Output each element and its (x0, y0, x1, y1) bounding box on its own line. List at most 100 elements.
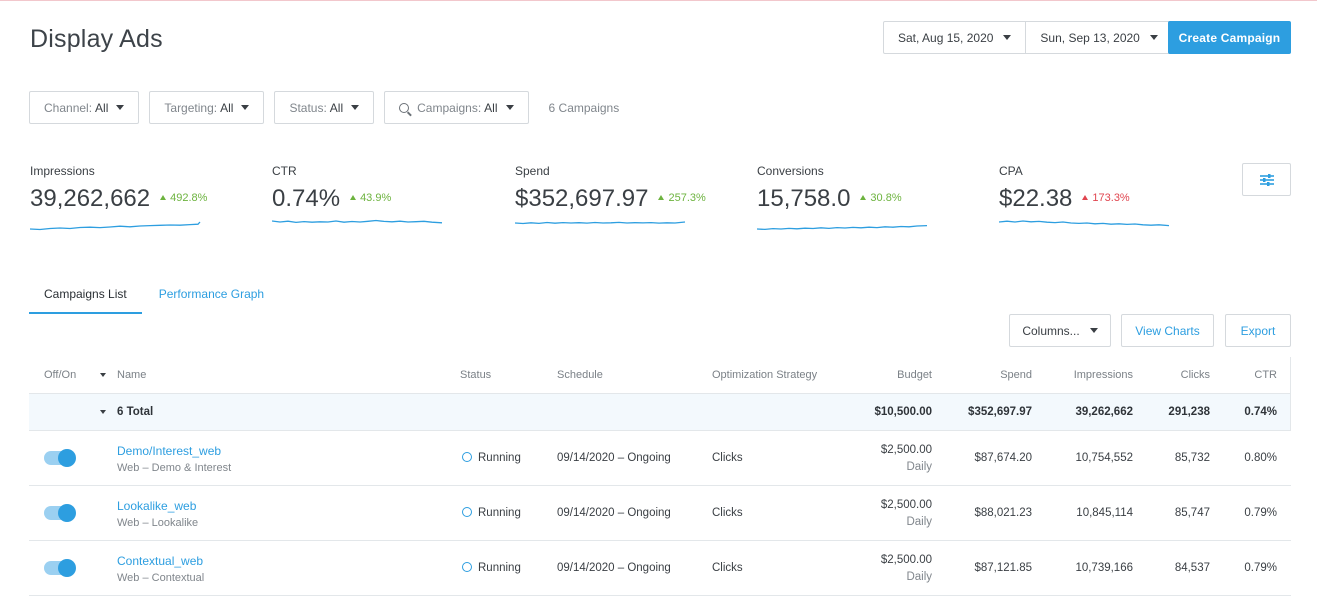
caret-down-icon (351, 105, 360, 110)
header-strategy[interactable]: Optimization Strategy (712, 369, 818, 381)
metric-label: Spend (515, 164, 550, 178)
total-clicks: 291,238 (1168, 406, 1210, 418)
table-divider (1290, 357, 1291, 393)
schedule-cell: 09/14/2020 – Ongoing (557, 452, 671, 464)
metric-impressions: Impressions 39,262,662 492.8% (30, 164, 230, 233)
targeting-filter[interactable]: Targeting: All (149, 91, 265, 124)
metric-value: $352,697.97 (515, 185, 649, 212)
status-label: Running (478, 562, 521, 574)
campaign-toggle[interactable] (44, 449, 76, 467)
export-button[interactable]: Export (1225, 314, 1291, 347)
spend-cell: $88,021.23 (974, 507, 1032, 519)
ctr-cell: 0.80% (1244, 452, 1277, 464)
page-title: Display Ads (30, 25, 163, 53)
metric-value: $22.38 (999, 185, 1073, 212)
create-campaign-button[interactable]: Create Campaign (1168, 21, 1291, 54)
sparkline-chart (999, 220, 1170, 227)
targeting-filter-value: All (220, 100, 234, 115)
header-status[interactable]: Status (460, 369, 492, 381)
targeting-filter-label: Targeting: (164, 100, 218, 115)
metric-delta: 492.8% (160, 192, 207, 204)
columns-dropdown[interactable]: Columns... (1009, 314, 1111, 347)
header-offon[interactable]: Off/On (44, 369, 77, 381)
budget-amount: $2,500.00 (880, 499, 932, 511)
header-name[interactable]: Name (117, 369, 147, 381)
header-ctr[interactable]: CTR (1254, 369, 1277, 381)
metric-delta: 173.3% (1082, 192, 1130, 204)
end-date-label: Sun, Sep 13, 2020 (1040, 30, 1140, 45)
trend-up-icon (350, 195, 357, 200)
impressions-cell: 10,845,114 (1076, 507, 1133, 519)
metric-label: CTR (272, 164, 297, 178)
metric-delta-value: 492.8% (170, 192, 208, 204)
table-total-row: 6 Total $10,500.00 $352,697.97 39,262,66… (29, 394, 1291, 431)
clicks-cell: 85,747 (1174, 507, 1210, 519)
schedule-cell: 09/14/2020 – Ongoing (557, 507, 671, 519)
caret-down-icon (1149, 35, 1158, 40)
campaigns-filter[interactable]: Campaigns: All (384, 91, 529, 124)
budget-cell: $2,500.00 Daily (881, 499, 932, 528)
collapse-caret-icon[interactable] (100, 410, 106, 414)
channel-filter[interactable]: Channel: All (29, 91, 140, 124)
trend-up-icon (1082, 195, 1089, 200)
metric-ctr: CTR 0.74% 43.9% (272, 164, 472, 233)
table-row: Demo/Interest_web Web – Demo & Interest … (29, 431, 1291, 486)
campaign-subtitle: Web – Contextual (117, 572, 205, 584)
caret-down-icon (241, 105, 250, 110)
strategy-cell: Clicks (712, 507, 743, 519)
caret-down-icon (1089, 328, 1098, 333)
header-spend[interactable]: Spend (1000, 369, 1032, 381)
view-charts-button[interactable]: View Charts (1121, 314, 1214, 347)
channel-filter-label: Channel: (44, 100, 93, 115)
campaigns-filter-value: All (484, 100, 498, 115)
campaign-name-link[interactable]: Lookalike_web (117, 499, 197, 513)
campaign-toggle[interactable] (44, 559, 76, 577)
tab-campaigns-list[interactable]: Campaigns List (29, 279, 142, 314)
status-filter[interactable]: Status: All (274, 91, 375, 124)
filter-bar: Channel: All Targeting: All Status: All … (29, 91, 619, 124)
strategy-cell: Clicks (712, 562, 743, 574)
budget-amount: $2,500.00 (880, 444, 932, 456)
spend-cell: $87,121.85 (974, 562, 1032, 574)
status-filter-label: Status: (289, 100, 327, 115)
budget-amount: $2,500.00 (880, 554, 932, 566)
table-divider (1290, 394, 1291, 430)
start-date-dropdown[interactable]: Sat, Aug 15, 2020 (884, 22, 1025, 53)
impressions-cell: 10,754,552 (1075, 452, 1133, 464)
total-spend: $352,697.97 (968, 406, 1032, 418)
channel-filter-value: All (95, 100, 109, 115)
table-header: Off/On Name Status Schedule Optimization… (29, 357, 1291, 394)
schedule-cell: 09/14/2020 – Ongoing (557, 562, 671, 574)
tab-performance-graph[interactable]: Performance Graph (158, 287, 265, 301)
metric-label: CPA (999, 164, 1023, 178)
search-icon (399, 102, 410, 113)
metric-conversions: Conversions 15,758.0 30.8% (757, 164, 957, 233)
table-row: Contextual_web Web – Contextual Running … (29, 541, 1291, 596)
status-cell: Running (462, 507, 521, 519)
metric-delta-value: 43.9% (360, 192, 392, 204)
budget-period: Daily (906, 461, 932, 473)
spend-cell: $87,674.20 (974, 452, 1032, 464)
campaign-name-link[interactable]: Demo/Interest_web (117, 444, 222, 458)
trend-up-icon (658, 195, 665, 200)
status-circle-icon (462, 562, 472, 572)
total-ctr: 0.74% (1244, 406, 1277, 418)
metrics-settings-button[interactable] (1242, 163, 1291, 196)
sparkline-chart (272, 219, 443, 224)
campaign-toggle[interactable] (44, 504, 76, 522)
campaign-count: 6 Campaigns (548, 100, 620, 115)
sort-caret-icon[interactable] (100, 373, 106, 377)
header-budget[interactable]: Budget (897, 369, 932, 381)
metric-value: 0.74% (272, 185, 341, 212)
header-clicks[interactable]: Clicks (1180, 369, 1210, 381)
header-impressions[interactable]: Impressions (1073, 369, 1133, 381)
campaign-name-link[interactable]: Contextual_web (117, 554, 204, 568)
header-schedule[interactable]: Schedule (557, 369, 603, 381)
metric-value: 15,758.0 (757, 185, 851, 212)
sparkline-chart (515, 221, 686, 225)
trend-up-icon (860, 195, 867, 200)
impressions-cell: 10,739,166 (1075, 562, 1133, 574)
end-date-dropdown[interactable]: Sun, Sep 13, 2020 (1025, 22, 1171, 53)
status-cell: Running (462, 562, 521, 574)
metric-delta: 30.8% (860, 192, 902, 204)
